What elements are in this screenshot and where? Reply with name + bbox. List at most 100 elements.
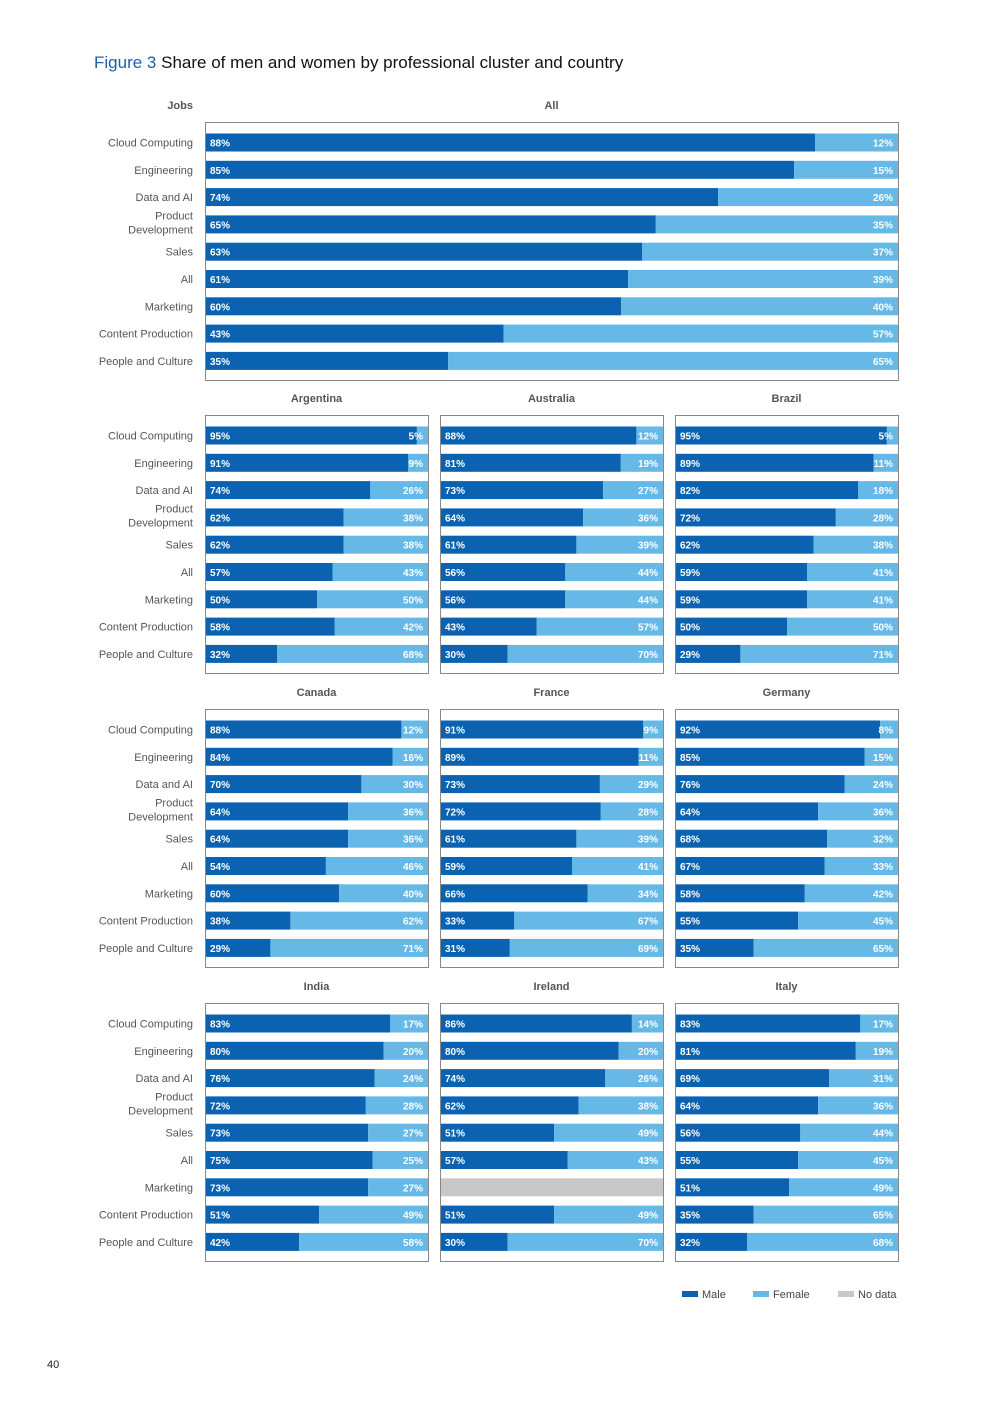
- bar-male-germany-data-and-ai: [676, 775, 845, 794]
- value-female-italy-people-and-culture: 68%: [873, 1238, 893, 1249]
- value-male-argentina-all: 57%: [210, 568, 230, 579]
- figure-title-text: Share of men and women by professional c…: [161, 53, 624, 72]
- bar-female-italy-product-development: [818, 1096, 898, 1115]
- page-number: 40: [47, 1359, 60, 1371]
- bar-male-india-product-development: [206, 1096, 366, 1115]
- bar-male-canada-cloud-computing: [206, 720, 402, 739]
- value-female-italy-data-and-ai: 31%: [873, 1074, 893, 1085]
- value-male-canada-content-production: 38%: [210, 917, 230, 928]
- bar-male-france-people-and-culture: [441, 938, 510, 957]
- category-label-data-and-ai: Data and AI: [136, 1073, 194, 1085]
- bar-female-france-data-and-ai: [599, 775, 663, 794]
- value-male-india-people-and-culture: 42%: [210, 1238, 230, 1249]
- bar-female-ireland-data-and-ai: [605, 1069, 663, 1088]
- value-male-all-people-and-culture: 35%: [210, 357, 230, 368]
- value-male-italy-content-production: 35%: [680, 1211, 700, 1222]
- category-label-sales: Sales: [165, 1128, 193, 1140]
- bar-female-ireland-content-production: [554, 1205, 663, 1224]
- bar-male-brazil-product-development: [676, 508, 836, 527]
- bar-female-ireland-all: [567, 1151, 663, 1169]
- value-female-all-sales: 37%: [873, 248, 893, 259]
- bar-male-canada-sales: [206, 829, 349, 848]
- bar-male-italy-people-and-culture: [676, 1232, 747, 1251]
- panel-frame-all: [205, 122, 899, 381]
- panel-title-argentina: Argentina: [291, 393, 343, 405]
- bar-female-france-cloud-computing: [643, 720, 663, 739]
- value-female-australia-engineering: 19%: [638, 459, 658, 470]
- value-female-germany-sales: 32%: [873, 835, 893, 846]
- bar-male-all-product-development: [206, 215, 656, 234]
- bar-female-argentina-sales: [343, 535, 428, 554]
- bar-female-ireland-sales: [554, 1123, 663, 1142]
- value-male-canada-engineering: 84%: [210, 753, 230, 764]
- value-male-france-marketing: 66%: [445, 889, 465, 900]
- bar-male-argentina-content-production: [206, 617, 335, 636]
- bar-male-ireland-all: [441, 1151, 568, 1169]
- value-male-germany-engineering: 85%: [680, 753, 700, 764]
- value-female-canada-marketing: 40%: [403, 889, 423, 900]
- value-male-all-cloud-computing: 88%: [210, 139, 230, 150]
- value-male-india-all: 75%: [210, 1156, 230, 1167]
- bar-male-italy-marketing: [676, 1178, 790, 1197]
- bar-male-brazil-cloud-computing: [676, 426, 887, 445]
- bar-male-canada-marketing: [206, 884, 340, 903]
- category-label-product-development: Product: [155, 210, 193, 222]
- value-female-australia-content-production: 57%: [638, 623, 658, 634]
- bar-female-india-data-and-ai: [374, 1069, 428, 1088]
- value-female-ireland-product-development: 38%: [638, 1101, 658, 1112]
- bar-male-italy-product-development: [676, 1096, 819, 1115]
- value-male-brazil-people-and-culture: 29%: [680, 650, 700, 661]
- value-male-argentina-sales: 62%: [210, 541, 230, 552]
- value-female-india-marketing: 27%: [403, 1183, 423, 1194]
- bar-male-brazil-all: [676, 563, 807, 581]
- value-male-germany-data-and-ai: 76%: [680, 780, 700, 791]
- bar-male-argentina-cloud-computing: [206, 426, 417, 445]
- bar-female-india-all: [372, 1151, 428, 1169]
- value-male-brazil-product-development: 72%: [680, 513, 700, 524]
- bar-male-brazil-data-and-ai: [676, 481, 858, 500]
- category-label-data-and-ai: Data and AI: [136, 779, 194, 791]
- bar-female-argentina-marketing: [317, 590, 428, 609]
- value-male-argentina-data-and-ai: 74%: [210, 486, 230, 497]
- value-male-brazil-marketing: 59%: [680, 595, 700, 606]
- jobs-header: Jobs: [167, 100, 193, 112]
- bar-male-canada-people-and-culture: [206, 938, 271, 957]
- value-female-italy-all: 45%: [873, 1156, 893, 1167]
- bar-male-germany-product-development: [676, 802, 819, 821]
- value-male-germany-people-and-culture: 35%: [680, 944, 700, 955]
- value-male-india-cloud-computing: 83%: [210, 1020, 230, 1031]
- bar-male-argentina-engineering: [206, 453, 408, 472]
- value-female-india-sales: 27%: [403, 1129, 423, 1140]
- bar-female-germany-all: [824, 857, 898, 875]
- value-male-australia-cloud-computing: 88%: [445, 432, 465, 443]
- bar-female-italy-sales: [800, 1123, 898, 1142]
- value-male-canada-marketing: 60%: [210, 889, 230, 900]
- category-label-content-production: Content Production: [99, 329, 193, 341]
- value-female-argentina-people-and-culture: 68%: [403, 650, 423, 661]
- bar-female-france-marketing: [587, 884, 663, 903]
- value-female-argentina-cloud-computing: 5%: [409, 432, 424, 443]
- value-female-australia-marketing: 44%: [638, 595, 658, 606]
- bar-female-canada-cloud-computing: [401, 720, 428, 739]
- bar-female-australia-data-and-ai: [603, 481, 663, 500]
- category-label-cloud-computing: Cloud Computing: [108, 138, 193, 150]
- bar-female-australia-sales: [576, 535, 663, 554]
- bar-male-france-product-development: [441, 802, 601, 821]
- value-female-india-people-and-culture: 58%: [403, 1238, 423, 1249]
- value-male-argentina-content-production: 58%: [210, 623, 230, 634]
- legend-label-no-data: No data: [858, 1289, 897, 1301]
- value-male-italy-cloud-computing: 83%: [680, 1020, 700, 1031]
- bar-female-canada-people-and-culture: [270, 938, 428, 957]
- value-male-australia-sales: 61%: [445, 541, 465, 552]
- value-female-brazil-engineering: 11%: [874, 459, 894, 470]
- bar-male-all-content-production: [206, 324, 504, 343]
- category-label-sales: Sales: [165, 540, 193, 552]
- bar-male-argentina-product-development: [206, 508, 344, 527]
- value-female-india-engineering: 20%: [403, 1047, 423, 1058]
- bar-female-brazil-product-development: [835, 508, 898, 527]
- bar-male-germany-cloud-computing: [676, 720, 881, 739]
- value-female-australia-cloud-computing: 12%: [638, 432, 658, 443]
- value-male-germany-product-development: 64%: [680, 807, 700, 818]
- value-female-australia-sales: 39%: [638, 541, 658, 552]
- category-label-marketing: Marketing: [145, 594, 193, 606]
